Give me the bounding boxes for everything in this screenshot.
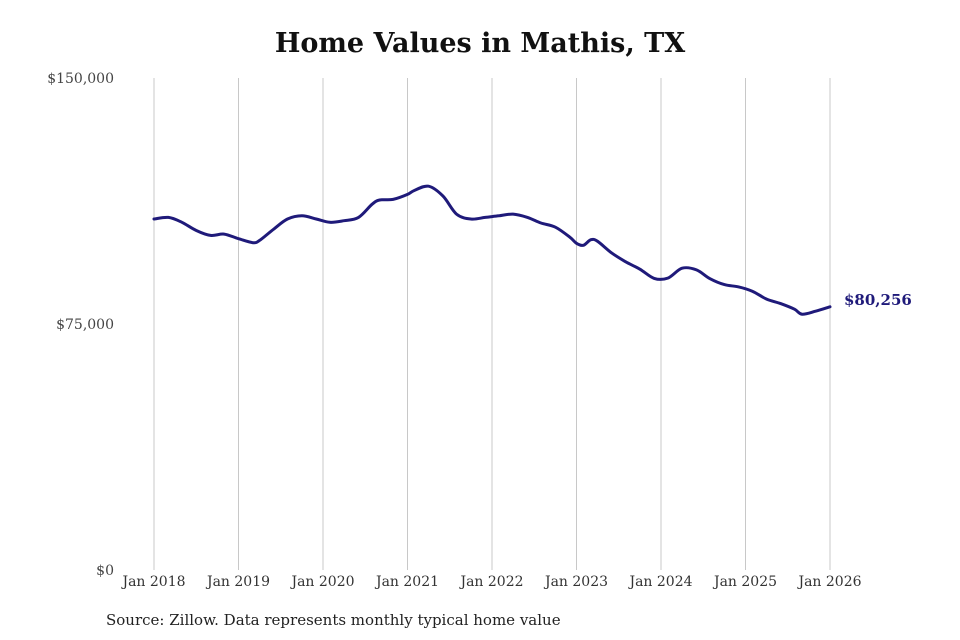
x-axis-ticks: Jan 2018 Jan 2019 Jan 2020 Jan 2021 Jan 2022… [120,574,861,590]
x-tick-label: Jan 2019 [205,574,270,590]
gridlines [153,78,831,570]
x-tick-label: Jan 2021 [374,574,439,590]
x-tick-label: Jan 2024 [627,574,692,590]
series-group: $80,256 [152,184,912,316]
end-value-label: $80,256 [844,291,912,309]
x-tick-label: Jan 2026 [796,574,861,590]
y-tick-label: $150,000 [47,71,114,87]
x-tick-label: Jan 2018 [120,574,185,590]
y-tick-label: $0 [96,563,114,579]
chart-title: Home Values in Mathis, TX [274,28,686,59]
x-tick-label: Jan 2025 [712,574,777,590]
x-tick-label: Jan 2020 [289,574,354,590]
y-tick-label: $75,000 [56,317,114,333]
x-tick-label: Jan 2023 [543,574,608,590]
series-line [152,184,832,316]
x-tick-label: Jan 2022 [458,574,523,590]
source-note: Source: Zillow. Data represents monthly … [106,611,561,629]
y-axis-ticks: $0 $75,000 $150,000 [47,71,114,579]
